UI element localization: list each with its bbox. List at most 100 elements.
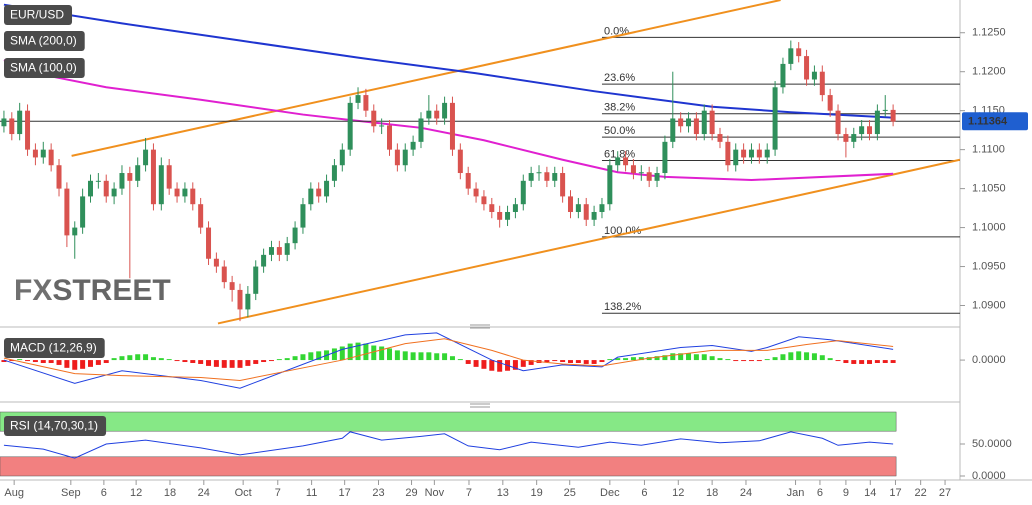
histogram-bar [1,360,7,363]
histogram-bar [111,358,117,361]
candle-body [434,110,440,119]
histogram-bar [678,353,684,361]
histogram-bar [583,360,589,364]
candle-body [638,172,644,174]
candle-body [363,95,369,111]
candle-body [748,149,754,158]
y-tick-label: 0.0000 [972,354,1006,366]
histogram-bar [473,360,479,367]
candle-body [552,173,558,181]
candle-body [150,149,156,205]
legend-item: RSI (14,70,30,1) [4,416,107,436]
candle-body [56,165,62,189]
histogram-bar [607,359,613,361]
histogram-bar [804,352,810,361]
x-tick-label: Sep [61,487,81,499]
candle-body [103,180,109,197]
histogram-bar [544,360,550,363]
histogram-bar [654,356,660,361]
rsi-line [3,431,894,459]
candle-body [119,173,125,189]
histogram-bar [465,360,471,364]
candle-body [174,188,180,197]
legend-label: EUR/USD [10,8,64,22]
candle-body [780,63,786,88]
histogram-bar [72,360,78,370]
histogram-bar [733,360,739,362]
candle-body [143,149,149,166]
histogram-bar [56,360,62,365]
histogram-bar [25,360,31,362]
histogram-bar [882,360,888,363]
histogram-bar [867,360,873,364]
candle-body [284,243,290,255]
watermark: FX [14,274,52,307]
candle-body [607,165,613,205]
x-tick-label: 13 [497,487,509,499]
histogram-bar [756,360,762,362]
histogram-bar [95,360,101,365]
x-tick-label: 6 [641,487,647,499]
histogram-bar [552,360,558,362]
candle-body [623,157,629,166]
histogram-bar [402,351,408,361]
histogram-bar [80,360,86,369]
candle-body [261,254,267,267]
x-tick-label: 18 [164,487,176,499]
candle-body [867,126,873,135]
candle-body [497,211,503,220]
candle-body [426,110,432,119]
candle-body [347,102,353,150]
resize-grip[interactable] [470,324,490,329]
candle-body [40,149,46,158]
legend-box [4,5,73,25]
histogram-bar [119,356,125,361]
histogram-bar [457,359,463,361]
histogram-bar [874,360,880,363]
histogram-bar [253,360,259,364]
y-tick-label: 1.1200 [972,66,1006,78]
candle-body [402,149,408,166]
legend-item: MACD (12,26,9) [4,338,105,358]
x-tick-label: 7 [466,487,472,499]
histogram-bar [623,358,629,361]
candle-body [843,134,849,142]
candle-body [166,165,172,189]
candle-body [87,180,93,197]
candle-body [473,188,479,197]
candle-body [206,227,212,259]
histogram-bar [17,359,23,361]
candle-body [1,118,7,127]
candle-body [560,173,566,197]
candle-body [591,211,597,220]
histogram-bar [560,360,566,363]
histogram-bar [481,360,487,369]
histogram-bar [827,358,833,361]
resize-grip[interactable] [470,403,490,408]
y-tick-label: 50.0000 [972,438,1012,450]
histogram-bar [843,360,849,363]
candle-body [95,180,101,182]
candle-body [48,149,54,166]
histogram-bar [387,348,393,361]
histogram-bar [701,354,707,361]
candle-body [670,118,676,142]
x-tick-label: 27 [939,487,951,499]
histogram-bar [693,354,699,361]
candle-body [316,188,322,197]
legend-label: SMA (200,0) [10,34,77,48]
histogram-bar [528,360,534,365]
histogram-bar [363,343,369,361]
candle-body [575,204,581,212]
candle-body [725,141,731,166]
moving-average [3,3,894,119]
candle-body [457,149,463,174]
histogram-bar [40,360,46,363]
trendline [217,158,960,325]
candle-body [717,134,723,142]
histogram-bar [780,354,786,361]
candle-body [387,125,393,150]
candle-body [693,118,699,135]
histogram-bar [670,353,676,361]
